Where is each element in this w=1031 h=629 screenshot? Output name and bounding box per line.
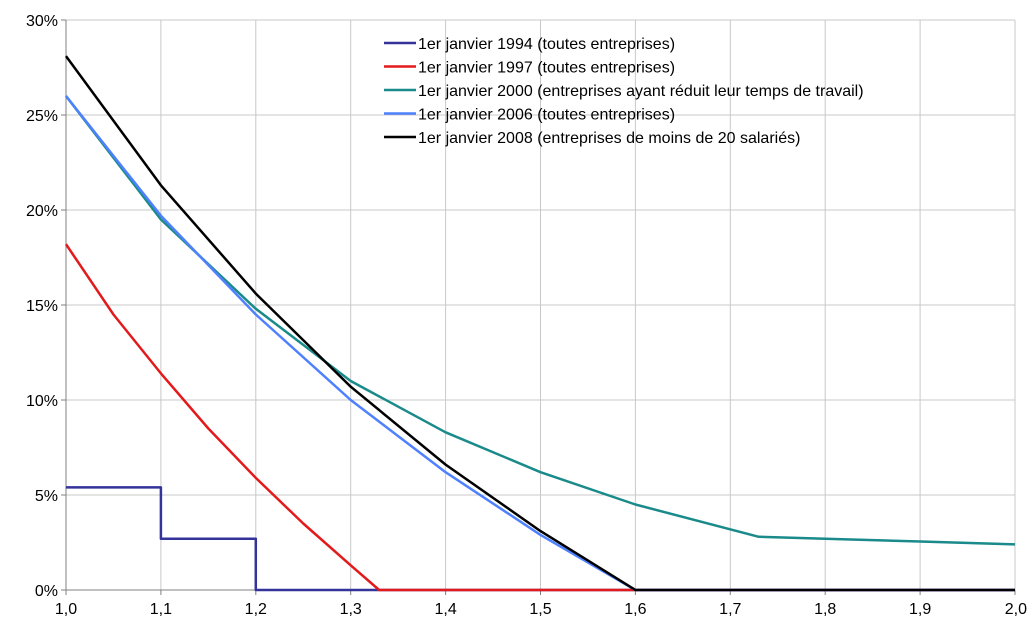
x-tick-label: 1,3 [340,601,362,618]
x-tick-label: 1,9 [909,601,931,618]
x-tick-label: 1,5 [529,601,551,618]
x-tick-label: 1,7 [719,601,741,618]
x-tick-label: 1,0 [55,601,77,618]
y-tick-label: 25% [26,108,58,125]
tick-labels: 1,0 1,1 1,2 1,3 1,4 1,5 1,6 1,7 1,8 1,9 2,0 0% 5% 10%… [26,13,1027,618]
y-tick-label: 15% [26,298,58,315]
x-tick-label: 2,0 [1005,601,1027,618]
grid-lines [66,19,1016,590]
y-tick-label: 10% [26,393,58,410]
legend-label-4: 1er janvier 2006 (toutes entreprises) [418,107,675,124]
x-tick-label: 1,4 [434,601,456,618]
y-tick-label: 20% [26,203,58,220]
x-tick-label: 1,8 [814,601,836,618]
legend-label-1: 1er janvier 1994 (toutes entreprises) [418,36,675,53]
legend-label-3: 1er janvier 2000 (entreprises ayant rédu… [418,83,864,100]
series-line-3 [65,95,1016,546]
y-tick-label: 30% [26,13,58,30]
series-line-5 [64,55,1015,592]
x-tick-label: 1,6 [624,601,646,618]
series-layer [64,55,1016,592]
legend: 1er janvier 1994 (toutes entreprises) 1er… [384,36,864,147]
legend-label-5: 1er janvier 2008 (entreprises de moins d… [418,130,800,147]
x-tick-label: 1,2 [245,601,267,618]
legend-label-2: 1er janvier 1997 (toutes entreprises) [418,60,675,77]
y-tick-label: 0% [35,583,58,600]
x-tick-label: 1,1 [150,601,172,618]
y-tick-label: 5% [35,488,58,505]
